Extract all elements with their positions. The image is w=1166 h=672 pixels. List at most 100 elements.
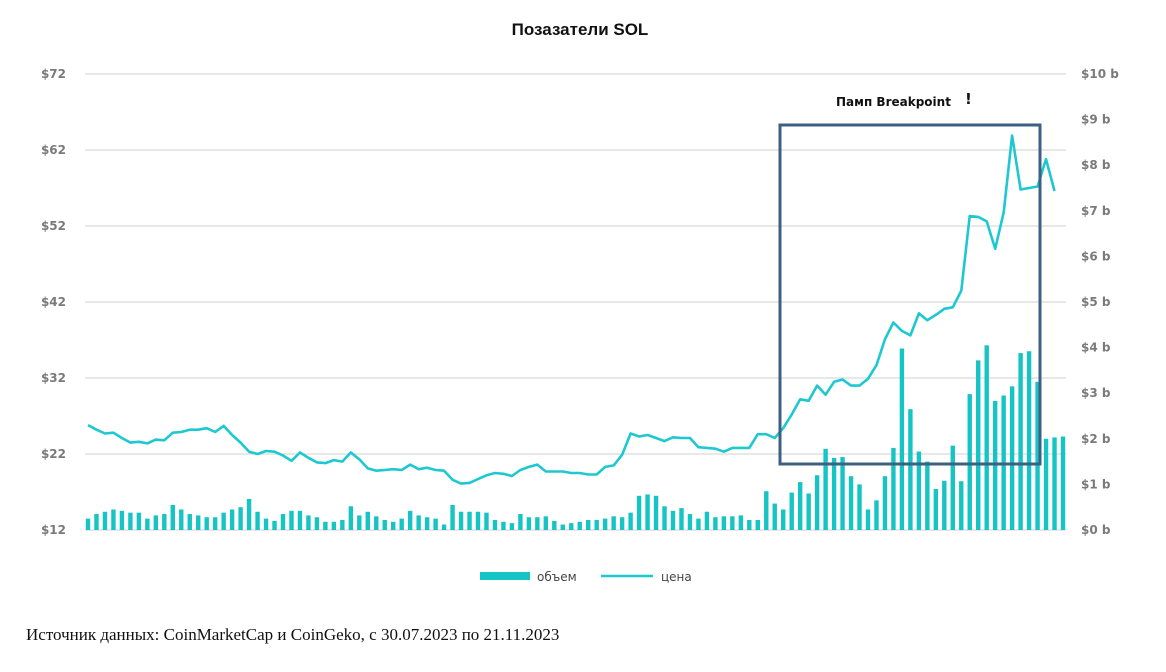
volume-bar <box>1060 436 1066 530</box>
volume-bar <box>484 512 489 530</box>
volume-bar <box>959 481 964 530</box>
right-tick-label: $3 b <box>1081 386 1111 400</box>
volume-bar <box>458 511 464 530</box>
volume-bar <box>645 494 650 530</box>
volume-bar <box>119 510 125 530</box>
volume-bar <box>738 515 744 530</box>
volume-bar <box>153 515 159 530</box>
volume-bar <box>840 457 845 530</box>
volume-bar <box>263 518 269 530</box>
volume-bar <box>196 515 201 530</box>
volume-bar <box>475 511 481 530</box>
volume-bar <box>382 519 387 530</box>
volume-bar <box>984 345 989 530</box>
volume-bar <box>925 461 930 530</box>
source-note: Источник данных: CoinMarketCap и CoinGek… <box>26 625 560 644</box>
volume-bar <box>679 508 684 530</box>
volume-bar <box>518 514 523 530</box>
volume-bar <box>374 516 379 530</box>
volume-bar <box>289 510 294 530</box>
volume-bar <box>331 521 337 530</box>
volume-bar <box>721 516 727 530</box>
volume-bar <box>111 509 116 530</box>
volume-bar <box>823 448 828 530</box>
legend: объем цена <box>480 570 692 584</box>
volume-bar <box>976 360 981 530</box>
left-tick-label: $42 <box>41 295 66 309</box>
left-tick-label: $12 <box>41 523 66 537</box>
volume-bar <box>492 519 498 530</box>
volume-bar <box>577 521 582 530</box>
volume-bar <box>602 518 608 530</box>
volume-bar <box>967 394 972 530</box>
right-tick-label: $10 b <box>1081 67 1119 81</box>
left-tick-label: $52 <box>41 219 66 233</box>
volume-bar <box>187 514 192 530</box>
volume-bar <box>535 517 540 530</box>
volume-bar <box>391 521 396 530</box>
volume-bar <box>526 517 532 530</box>
volume-bar <box>221 512 226 530</box>
volume-bar <box>229 509 235 530</box>
volume-bar <box>636 495 642 530</box>
left-tick-label: $32 <box>41 371 66 385</box>
volume-bar <box>399 518 404 530</box>
volume-bar <box>1018 353 1023 530</box>
volume-bar <box>806 493 811 530</box>
volume-bar <box>687 514 693 530</box>
volume-bar <box>1035 381 1040 530</box>
volume-bar <box>450 504 455 530</box>
volume-bar <box>874 500 879 530</box>
volume-bar <box>204 517 209 530</box>
volume-bar <box>255 511 260 530</box>
annotation-box <box>778 123 1042 466</box>
volume-bars <box>85 345 1066 530</box>
volume-bar <box>831 457 837 530</box>
volume-bar <box>467 511 472 530</box>
legend-label-volume: объем <box>537 570 577 584</box>
volume-bar <box>509 523 515 530</box>
volume-bar <box>747 519 752 530</box>
volume-bar <box>280 514 286 530</box>
left-tick-label: $62 <box>41 143 66 157</box>
left-tick-label: $22 <box>41 447 66 461</box>
volume-bar <box>628 512 633 530</box>
volume-bar <box>942 480 947 530</box>
volume-bar <box>552 520 557 530</box>
volume-bar <box>704 511 710 530</box>
volume-bar <box>933 488 939 530</box>
right-tick-label: $6 b <box>1081 249 1111 263</box>
right-tick-label: $0 b <box>1081 523 1111 537</box>
volume-bar <box>424 517 430 530</box>
volume-bar <box>730 516 735 530</box>
volume-bar <box>1052 437 1057 530</box>
annotation: Памп Breakpoint ! <box>778 90 1042 466</box>
volume-bar <box>246 498 252 530</box>
legend-label-price: цена <box>661 570 692 584</box>
right-tick-label: $7 b <box>1081 204 1111 218</box>
annotation-label: Памп Breakpoint <box>836 95 951 109</box>
right-axis: $10 b $9 b $8 b $7 b $6 b $5 b $4 b $3 b $2 b $1 … <box>1081 67 1119 537</box>
volume-bar <box>136 512 142 530</box>
volume-bar <box>94 514 99 530</box>
right-tick-label: $1 b <box>1081 477 1111 491</box>
right-tick-label: $2 b <box>1081 432 1111 446</box>
volume-bar <box>772 503 777 530</box>
volume-bar <box>619 517 625 530</box>
left-axis: $72 $62 $52 $42 $32 $22 $12 <box>41 67 66 537</box>
volume-bar <box>314 517 320 530</box>
volume-bar <box>781 509 786 530</box>
volume-bar <box>764 491 769 530</box>
volume-bar <box>170 504 175 530</box>
volume-bar <box>238 507 243 530</box>
volume-bar <box>594 519 599 530</box>
volume-bar <box>128 512 133 530</box>
price-series-line <box>87 134 1056 485</box>
volume-bar <box>755 519 760 530</box>
volume-bar <box>560 524 565 530</box>
volume-bar <box>865 509 871 530</box>
volume-bar <box>586 519 591 530</box>
volume-bar <box>433 518 438 530</box>
volume-bar <box>899 348 905 530</box>
volume-bar <box>814 475 820 530</box>
